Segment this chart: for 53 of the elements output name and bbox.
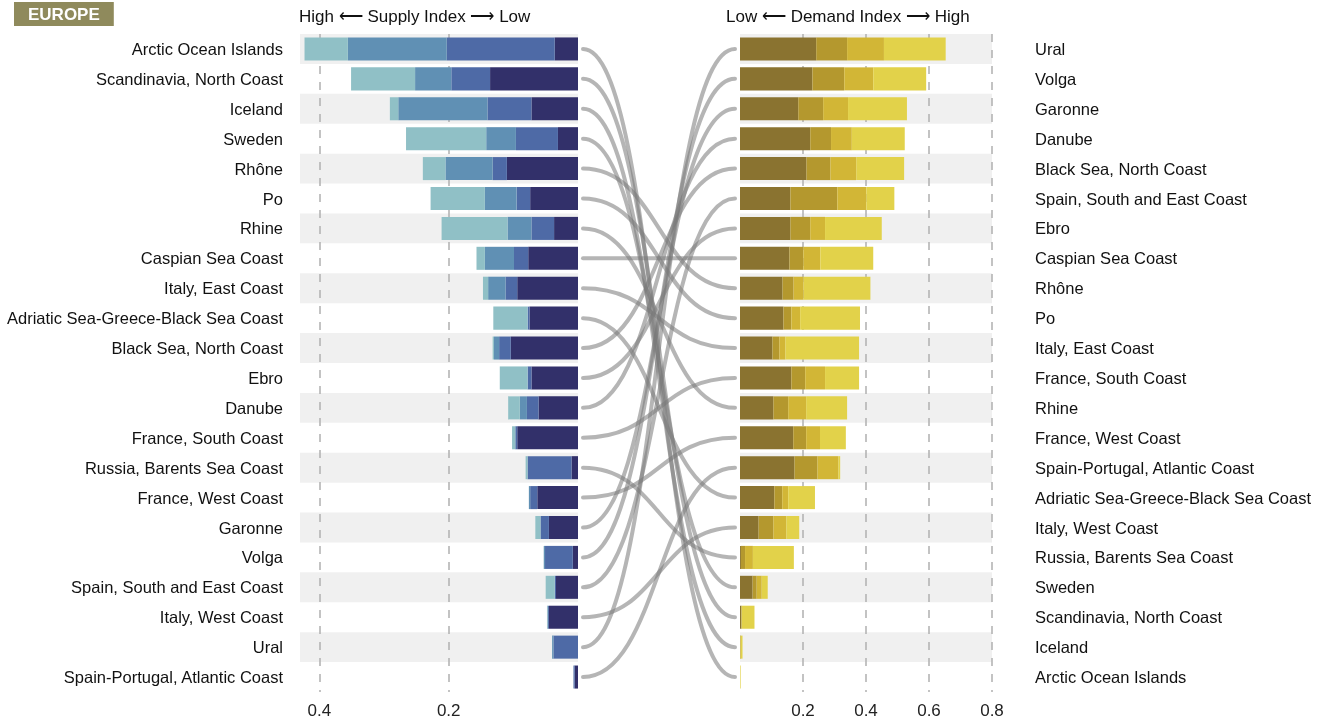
y-tick-label: Scandinavia, North Coast	[1035, 608, 1223, 627]
y-tick-label: Iceland	[1035, 638, 1089, 657]
y-tick-label: Spain-Portugal, Atlantic Coast	[63, 668, 284, 687]
y-tick-label: Rhine	[1035, 398, 1079, 417]
y-tick-label: Adriatic Sea-Greece-Black Sea Coast	[6, 309, 284, 328]
x-tick-label: 0.2	[791, 701, 815, 720]
y-tick-label: Ural	[252, 638, 283, 657]
y-tick-label: Italy, West Coast	[159, 608, 284, 627]
y-tick-label: Danube	[1035, 129, 1093, 148]
x-axis-title: High ⟵ Supply Index ⟶ Low	[299, 7, 532, 26]
y-tick-label: Black Sea, North Coast	[111, 339, 284, 358]
x-tick-label: 0.8	[980, 701, 1004, 720]
y-tick-label: Russia, Barents Sea Coast	[1035, 548, 1234, 567]
y-tick-label: Ebro	[1035, 219, 1070, 238]
y-tick-label: Arctic Ocean Islands	[131, 39, 283, 58]
y-tick-label: Spain-Portugal, Atlantic Coast	[1035, 458, 1255, 477]
y-tick-label: Ural	[1035, 39, 1066, 58]
y-tick-label: Caspian Sea Coast	[1035, 249, 1178, 268]
y-tick-label: Rhône	[1035, 279, 1084, 298]
y-tick-label: Ebro	[248, 368, 283, 387]
y-tick-label: Garonne	[1035, 99, 1100, 118]
y-tick-label: Danube	[225, 398, 283, 417]
y-tick-label: Adriatic Sea-Greece-Black Sea Coast	[1035, 488, 1312, 507]
x-tick-label: 0.2	[436, 701, 461, 720]
y-tick-label: Black Sea, North Coast	[1035, 159, 1207, 178]
y-tick-label: Po	[1035, 309, 1056, 328]
y-tick-label: Iceland	[229, 99, 283, 118]
x-axis-title: Low ⟵ Demand Index ⟶ High	[726, 7, 970, 26]
y-tick-label: Italy, East Coast	[164, 279, 284, 298]
y-tick-label: France, South Coast	[131, 428, 284, 447]
x-tick-label: 0.6	[917, 701, 941, 720]
y-tick-label: Volga	[1035, 69, 1078, 88]
y-tick-label: Scandinavia, North Coast	[95, 69, 284, 88]
y-tick-label: Rhône	[234, 159, 283, 178]
y-tick-label: France, South Coast	[1035, 368, 1187, 387]
y-tick-label: Sweden	[1035, 578, 1095, 597]
y-tick-label: Italy, East Coast	[1035, 339, 1155, 358]
y-tick-label: Sweden	[223, 129, 283, 148]
y-tick-label: Spain, South and East Coast	[71, 578, 284, 597]
text: EUROPE	[28, 5, 100, 24]
y-tick-label: Rhine	[239, 219, 283, 238]
y-tick-label: Spain, South and East Coast	[1035, 189, 1248, 208]
y-tick-label: France, West Coast	[137, 488, 284, 507]
y-tick-label: Garonne	[218, 518, 283, 537]
y-tick-label: Caspian Sea Coast	[140, 249, 284, 268]
x-tick-label: 0.4	[854, 701, 878, 720]
y-tick-label: Volga	[241, 548, 284, 567]
y-tick-label: Russia, Barents Sea Coast	[84, 458, 284, 477]
y-tick-label: Po	[262, 189, 283, 208]
y-tick-label: France, West Coast	[1035, 428, 1181, 447]
x-tick-label: 0.4	[307, 701, 332, 720]
y-tick-label: Arctic Ocean Islands	[1035, 668, 1187, 687]
y-tick-label: Italy, West Coast	[1035, 518, 1159, 537]
